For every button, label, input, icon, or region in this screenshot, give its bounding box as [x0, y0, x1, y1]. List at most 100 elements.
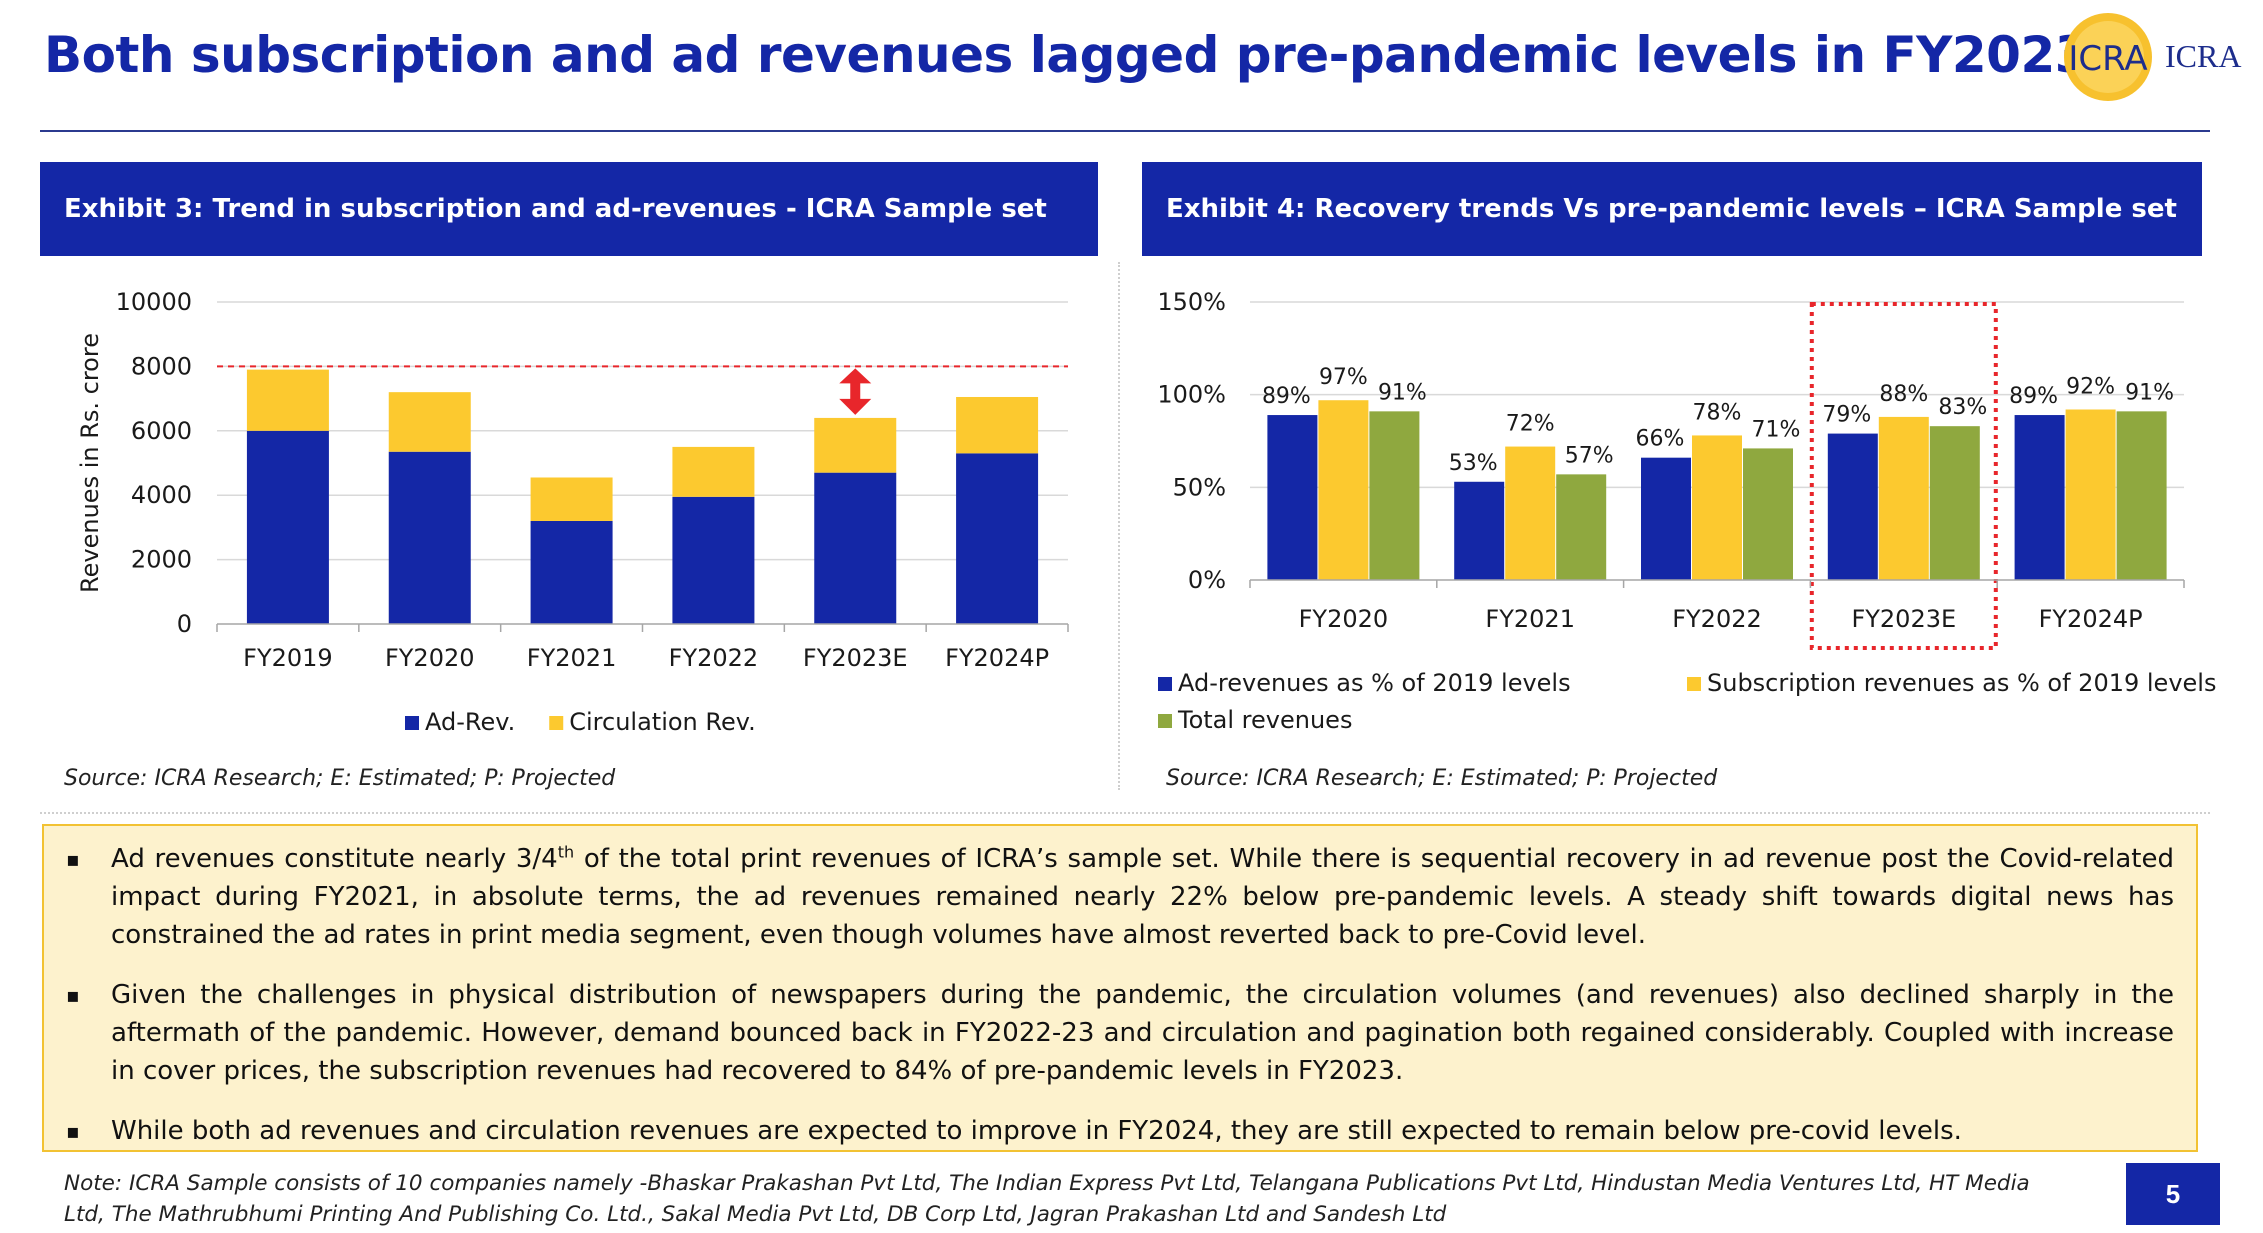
y-tick-label: 2000 — [131, 546, 192, 574]
bar-series-1 — [1641, 457, 1691, 580]
exhibit4-chart: 0% 50% 100% 150% 89% 97% 91% FY2020 53% 72% 57% FY2… — [1157, 288, 2216, 734]
page-number: 5 — [2126, 1163, 2220, 1225]
legend-swatch — [549, 716, 564, 730]
x-tick-label: FY2023E — [803, 644, 908, 672]
data-label: 97% — [1319, 365, 1368, 390]
x-tick-label: FY2024P — [2039, 605, 2143, 633]
horizontal-divider — [40, 812, 2210, 814]
bullet-item: ▪ Given the challenges in physical distr… — [66, 976, 2174, 1090]
bar-circulation-rev — [246, 369, 329, 431]
x-tick-label: FY2021 — [1485, 605, 1575, 633]
bullet-text: While both ad revenues and circulation r… — [111, 1116, 1962, 1146]
x-tick-label: FY2024P — [945, 644, 1049, 672]
vertical-divider — [1118, 262, 1120, 790]
exhibit4-source: Source: ICRA Research; E: Estimated; P: … — [1166, 766, 1718, 791]
data-label: 66% — [1636, 427, 1685, 452]
title-divider — [40, 130, 2210, 132]
gap-arrow-icon — [850, 382, 861, 400]
data-label: 92% — [2066, 374, 2115, 399]
bar-circulation-rev — [388, 392, 471, 452]
y-tick-label: 150% — [1157, 288, 1226, 316]
x-tick-label: FY2022 — [1672, 605, 1762, 633]
bar-series-1 — [1454, 481, 1505, 580]
y-tick-label: 8000 — [131, 352, 192, 380]
x-tick-label: FY2022 — [669, 644, 759, 672]
y-tick-label: 6000 — [131, 417, 192, 445]
icra-logo-icon: ICRA — [2064, 13, 2152, 101]
exhibit4-heading: Exhibit 4: Recovery trends Vs pre-pandem… — [1142, 162, 2202, 256]
bar-series-1 — [2014, 415, 2065, 580]
bar-series-2 — [1505, 446, 1556, 580]
bar-ad-rev — [956, 453, 1039, 624]
legend-swatch — [405, 716, 419, 730]
y-tick-label: 0 — [177, 610, 192, 638]
x-tick-label: FY2019 — [243, 644, 333, 672]
data-label: 91% — [1378, 380, 1427, 405]
legend-swatch — [1158, 677, 1172, 691]
bullet-marker: ▪ — [66, 983, 80, 1007]
bar-series-1 — [1827, 433, 1878, 580]
bar-series-3 — [1369, 411, 1420, 580]
x-tick-label: FY2021 — [527, 644, 617, 672]
y-tick-label: 0% — [1188, 566, 1226, 594]
exhibit3-source: Source: ICRA Research; E: Estimated; P: … — [64, 766, 616, 791]
bar-series-3 — [2116, 411, 2167, 580]
legend-swatch — [1158, 714, 1172, 728]
data-label: 88% — [1879, 382, 1928, 407]
bullet-marker: ▪ — [66, 1119, 80, 1143]
data-label: 91% — [2125, 380, 2174, 405]
bullet-text: Ad revenues constitute nearly 3/4th of t… — [111, 842, 2175, 950]
y-tick-label: 10000 — [116, 288, 192, 316]
bar-circulation-rev — [672, 446, 755, 497]
bar-ad-rev — [672, 496, 755, 624]
y-axis-title: Revenues in Rs. crore — [76, 333, 104, 593]
bullet-text: Given the challenges in physical distrib… — [111, 980, 2174, 1086]
data-label: 53% — [1449, 451, 1498, 476]
data-label: 78% — [1693, 400, 1742, 425]
sample-note: Note: ICRA Sample consists of 10 compani… — [64, 1171, 2030, 1227]
exhibit3-chart: 0 2000 4000 6000 8000 10000 Revenues in Rs. cr… — [76, 288, 1069, 736]
bullet-item: ▪ While both ad revenues and circulation… — [66, 1112, 2174, 1150]
legend-label: Subscription revenues as % of 2019 level… — [1707, 669, 2216, 697]
bullet-marker: ▪ — [66, 847, 80, 871]
data-label: 79% — [1822, 403, 1871, 428]
legend-label: Ad-Rev. — [425, 708, 515, 736]
bar-series-1 — [1267, 415, 1318, 580]
logo-text: ICRA — [2165, 38, 2242, 74]
legend-label: Circulation Rev. — [569, 708, 755, 736]
bar-series-2 — [1878, 416, 1929, 580]
data-label: 89% — [1262, 384, 1311, 409]
data-label: 57% — [1565, 443, 1614, 468]
data-label: 89% — [2009, 384, 2058, 409]
bar-ad-rev — [246, 430, 329, 624]
y-tick-label: 4000 — [131, 481, 192, 509]
bar-ad-rev — [388, 451, 471, 624]
bar-circulation-rev — [814, 417, 897, 473]
y-tick-label: 50% — [1173, 473, 1226, 501]
x-tick-label: FY2023E — [1851, 605, 1956, 633]
bullet-item: ▪ Ad revenues constitute nearly 3/4th of… — [66, 840, 2174, 954]
bar-series-2 — [1318, 400, 1369, 580]
commentary-box: ▪ Ad revenues constitute nearly 3/4th of… — [42, 824, 2198, 1152]
bar-series-3 — [1743, 448, 1793, 580]
legend-label: Ad-revenues as % of 2019 levels — [1178, 669, 1571, 697]
gap-arrow-icon — [839, 398, 872, 415]
data-label: 83% — [1938, 395, 1987, 420]
bar-series-3 — [1929, 426, 1980, 580]
bar-series-2 — [1692, 435, 1742, 580]
bar-circulation-rev — [956, 396, 1039, 454]
highlight-box — [1809, 302, 1998, 650]
y-tick-label: 100% — [1157, 381, 1226, 409]
data-label: 72% — [1506, 412, 1555, 437]
gap-arrow-icon — [839, 368, 872, 384]
bar-ad-rev — [530, 520, 613, 624]
page-title: Both subscription and ad revenues lagged… — [44, 26, 2090, 84]
legend-label: Total revenues — [1177, 706, 1352, 734]
bar-series-3 — [1556, 474, 1607, 580]
legend-swatch — [1687, 677, 1701, 691]
bar-ad-rev — [814, 472, 897, 624]
logo-monogram: ICRA — [2068, 39, 2147, 79]
exhibit3-heading: Exhibit 3: Trend in subscription and ad-… — [40, 162, 1098, 256]
bar-series-2 — [2065, 409, 2116, 580]
bar-circulation-rev — [530, 477, 613, 521]
